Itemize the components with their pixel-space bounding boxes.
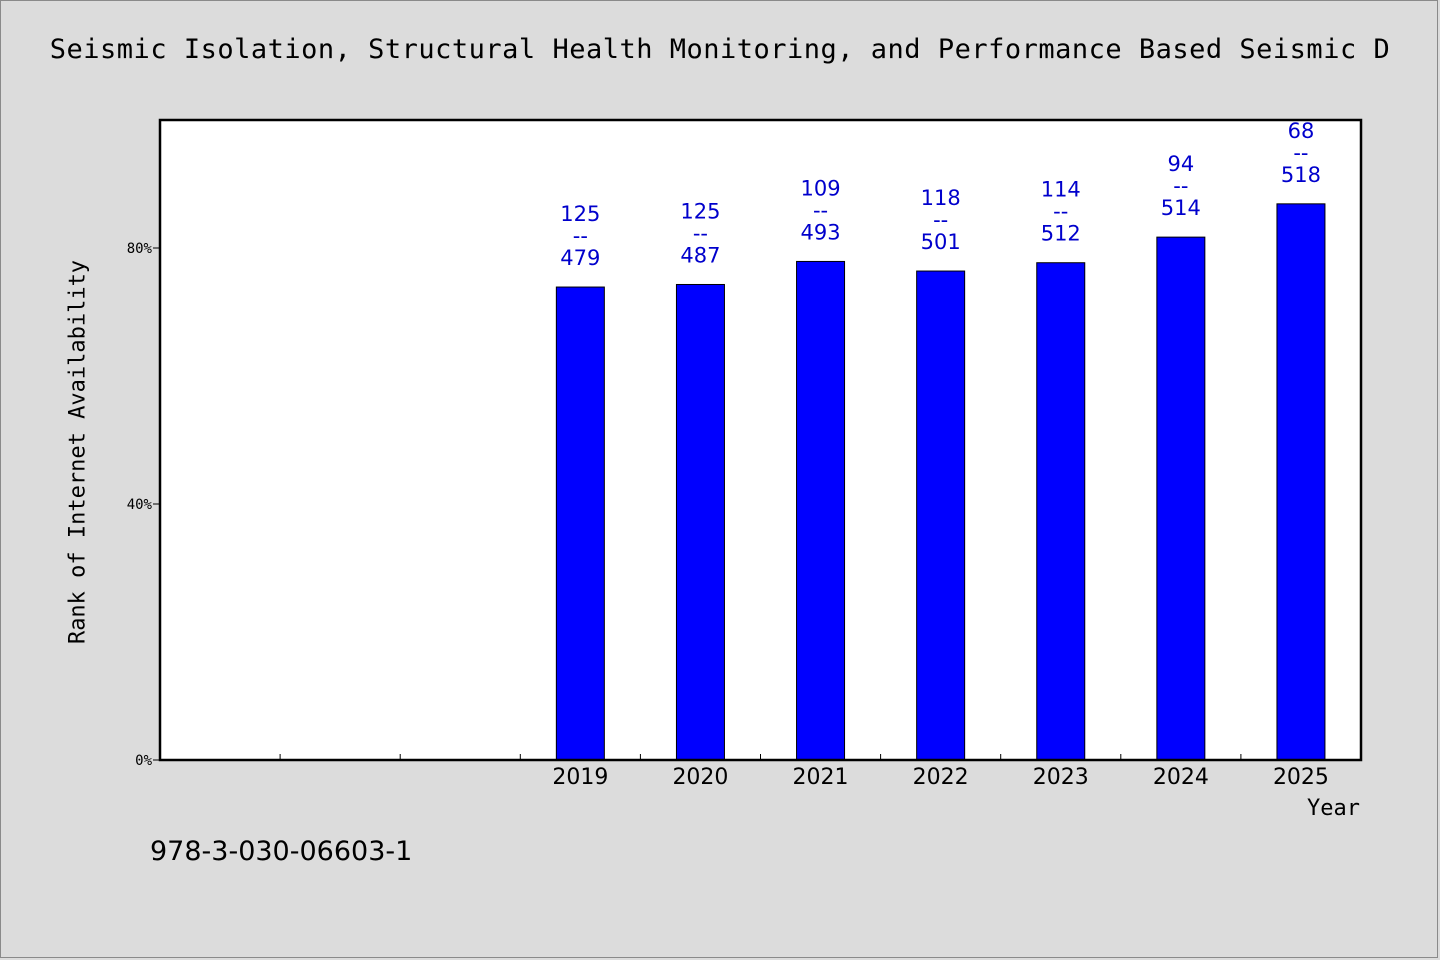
x-axis-label: Year xyxy=(1307,796,1360,821)
bar-label-rank: 94 xyxy=(1167,152,1194,176)
bar-label-total: 501 xyxy=(921,230,961,254)
bar-label-total: 479 xyxy=(560,246,600,270)
bar-label-total: 487 xyxy=(680,243,720,267)
x-tick-label: 2022 xyxy=(913,765,969,790)
x-tick-label: 2021 xyxy=(793,765,849,790)
bar-label-rank: 114 xyxy=(1041,178,1081,202)
bar-label-separator: -- xyxy=(1053,200,1068,224)
bar-label-separator: -- xyxy=(933,208,948,232)
bar-label-total: 514 xyxy=(1161,196,1201,220)
x-tick-label: 2024 xyxy=(1153,765,1209,790)
y-tick-label: 40% xyxy=(127,497,153,513)
bar xyxy=(916,270,966,761)
isbn-text: 978-3-030-06603-1 xyxy=(150,836,413,867)
bar-label-total: 493 xyxy=(801,220,841,244)
chart-title: Seismic Isolation, Structural Health Mon… xyxy=(49,34,1391,65)
x-tick-label: 2019 xyxy=(552,765,608,790)
bar xyxy=(1036,262,1086,761)
bar xyxy=(1156,236,1206,761)
y-axis-label: Rank of Internet Availability xyxy=(65,259,91,645)
bar xyxy=(555,286,605,761)
bar xyxy=(1276,203,1326,761)
bar-label-total: 518 xyxy=(1281,163,1321,187)
x-tick-label: 2025 xyxy=(1273,765,1329,790)
plot-border xyxy=(158,118,1363,762)
y-tick-label: 80% xyxy=(127,241,153,257)
bar-label-separator: -- xyxy=(693,221,708,245)
bar-label-rank: 125 xyxy=(560,202,600,226)
bar xyxy=(796,260,846,761)
y-tick-label: 0% xyxy=(135,753,152,769)
x-tick-label: 2020 xyxy=(672,765,728,790)
bar-label-separator: -- xyxy=(1173,174,1188,198)
bar-label-total: 512 xyxy=(1041,222,1081,246)
bar-label-separator: -- xyxy=(573,224,588,248)
bar-label-rank: 68 xyxy=(1288,119,1315,143)
bar-label-rank: 109 xyxy=(801,176,841,200)
bar-label-separator: -- xyxy=(813,198,828,222)
bar-label-rank: 125 xyxy=(680,199,720,223)
bar xyxy=(675,283,725,761)
x-tick-label: 2023 xyxy=(1033,765,1089,790)
bar-label-rank: 118 xyxy=(921,186,961,210)
bar-label-separator: -- xyxy=(1293,141,1308,165)
